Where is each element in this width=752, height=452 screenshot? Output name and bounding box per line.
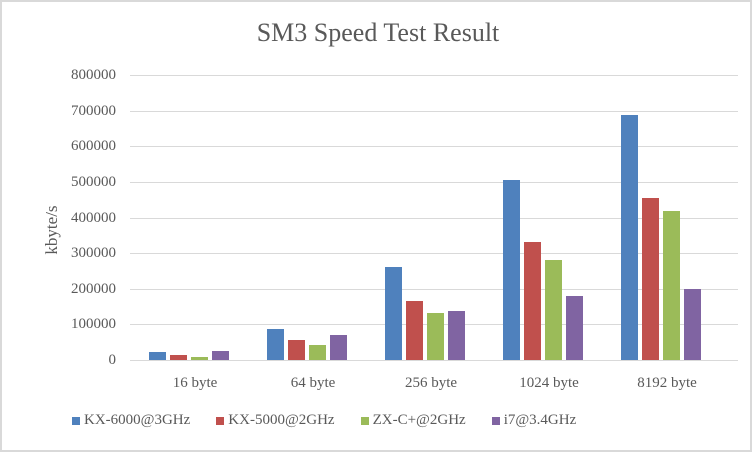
legend-label: ZX-C+@2GHz bbox=[372, 412, 466, 428]
bar bbox=[545, 259, 562, 360]
legend-item: KX-6000@3GHz bbox=[72, 412, 190, 429]
bar bbox=[149, 351, 166, 360]
chart-title: SM3 Speed Test Result bbox=[256, 18, 500, 47]
bar bbox=[663, 210, 680, 360]
legend-item: ZX-C+@2GHz bbox=[360, 412, 466, 429]
legend-item: KX-5000@2GHz bbox=[216, 412, 335, 429]
x-tick-label: 8192 byte bbox=[637, 375, 697, 391]
legend: KX-6000@3GHz KX-5000@2GHz ZX-C+@2GHz i7@3.4… bbox=[72, 412, 576, 429]
bar bbox=[330, 335, 347, 360]
gridline bbox=[130, 75, 738, 76]
legend-swatch-icon bbox=[360, 416, 369, 425]
x-tick-label: 64 byte bbox=[290, 375, 336, 391]
bar bbox=[524, 242, 541, 360]
bar bbox=[212, 351, 229, 360]
bar bbox=[503, 180, 520, 360]
gridline bbox=[130, 217, 738, 219]
legend-item: i7@3.4GHz bbox=[491, 412, 577, 429]
legend-label: KX-5000@2GHz bbox=[228, 412, 335, 428]
bar bbox=[427, 313, 444, 360]
bar bbox=[309, 345, 326, 360]
bar bbox=[448, 311, 465, 360]
bar bbox=[288, 340, 305, 360]
y-tick-label: 500000 bbox=[71, 173, 116, 190]
y-tick-label: 800000 bbox=[71, 67, 116, 83]
gridline bbox=[130, 146, 738, 148]
y-tick-label: 200000 bbox=[71, 280, 116, 297]
x-tick-label: 256 byte bbox=[404, 375, 458, 391]
bar bbox=[191, 356, 208, 360]
bar bbox=[170, 354, 187, 360]
y-tick-label: 300000 bbox=[71, 245, 116, 262]
y-tick-label: 400000 bbox=[71, 209, 116, 226]
legend-swatch-icon bbox=[491, 416, 500, 425]
gridline bbox=[130, 288, 738, 290]
x-axis-line bbox=[130, 360, 738, 361]
gridline bbox=[130, 110, 738, 112]
bar bbox=[385, 267, 402, 360]
bar bbox=[267, 328, 284, 360]
legend-label: i7@3.4GHz bbox=[503, 412, 577, 428]
y-tick-label: 600000 bbox=[71, 138, 116, 155]
gridline bbox=[130, 253, 738, 255]
y-tick-label: 100000 bbox=[71, 316, 116, 333]
legend-swatch-icon bbox=[216, 416, 225, 425]
bar bbox=[684, 288, 701, 360]
x-tick-label: 1024 byte bbox=[519, 375, 579, 391]
y-tick-label: 0 bbox=[108, 352, 117, 368]
legend-label: KX-6000@3GHz bbox=[84, 412, 191, 428]
bar bbox=[621, 115, 638, 360]
bar bbox=[642, 198, 659, 360]
gridline bbox=[130, 181, 738, 183]
bar bbox=[566, 295, 583, 360]
legend-swatch-icon bbox=[72, 416, 80, 425]
bar bbox=[406, 300, 423, 360]
x-tick-label: 16 byte bbox=[172, 375, 218, 391]
y-tick-label: 700000 bbox=[71, 102, 116, 119]
